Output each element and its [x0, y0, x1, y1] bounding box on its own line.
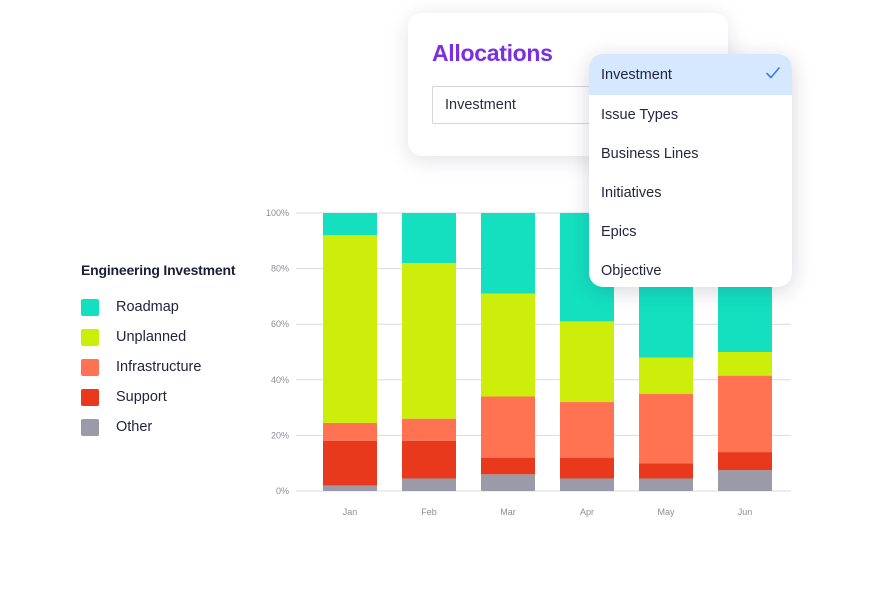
bar-segment-support-apr [560, 457, 614, 479]
legend-item-support: Support [81, 382, 271, 412]
legend-swatch [81, 388, 99, 406]
bar-segment-other-jun [718, 470, 772, 491]
legend-item-roadmap: Roadmap [81, 292, 271, 322]
legend-label: Infrastructure [116, 359, 202, 375]
bar-segment-unplanned-apr [560, 321, 614, 403]
bar-segment-unplanned-jan [323, 235, 377, 423]
bar-segment-infrastructure-feb [402, 418, 456, 441]
checkmark-icon [766, 67, 780, 79]
bar-segment-support-jun [718, 452, 772, 471]
bar-segment-infrastructure-jan [323, 422, 377, 441]
bar-segment-unplanned-may [639, 357, 693, 394]
legend-item-unplanned: Unplanned [81, 322, 271, 352]
bar-segment-unplanned-mar [481, 293, 535, 397]
bar-segment-support-feb [402, 440, 456, 479]
bar-segment-unplanned-feb [402, 263, 456, 419]
legend-label: Unplanned [116, 329, 187, 345]
x-tick-label: May [657, 507, 675, 517]
y-tick-label: 20% [271, 430, 289, 440]
dropdown-option-label: Epics [601, 223, 637, 240]
dropdown-option-epics[interactable]: Epics [589, 212, 792, 251]
bar-segment-roadmap-feb [402, 213, 456, 264]
dropdown-option-initiatives[interactable]: Initiatives [589, 173, 792, 212]
legend-item-other: Other [81, 412, 271, 442]
bar-segment-infrastructure-jun [718, 375, 772, 453]
x-tick-label: Jun [738, 507, 753, 517]
bar-segment-support-may [639, 463, 693, 479]
bar-segment-roadmap-jan [323, 213, 377, 236]
bar-segment-other-jan [323, 485, 377, 491]
bar-segment-support-mar [481, 457, 535, 475]
dropdown-option-objective[interactable]: Objective [589, 251, 792, 287]
bar-segment-infrastructure-mar [481, 396, 535, 458]
legend-label: Roadmap [116, 299, 179, 315]
dropdown-option-label: Issue Types [601, 106, 679, 123]
legend-label: Support [116, 389, 167, 405]
legend-title: Engineering Investment [81, 262, 236, 278]
dropdown-option-label: Investment [601, 66, 672, 83]
y-tick-label: 100% [266, 208, 289, 218]
dropdown-option-issue-types[interactable]: Issue Types [589, 95, 792, 134]
allocation-select-value: Investment [445, 97, 516, 113]
bar-segment-other-apr [560, 478, 614, 491]
x-tick-label: Apr [580, 507, 594, 517]
chart-legend: Engineering Investment Roadmap Unplanned I… [81, 262, 271, 442]
bar-segment-other-mar [481, 474, 535, 491]
y-tick-label: 80% [271, 264, 289, 274]
y-tick-label: 0% [276, 486, 289, 496]
bar-segment-roadmap-mar [481, 213, 535, 294]
y-tick-label: 40% [271, 375, 289, 385]
dropdown-option-label: Business Lines [601, 145, 699, 162]
allocation-dropdown-menu: Investment Issue Types Business Lines Initi… [589, 54, 792, 287]
legend-swatch [81, 358, 99, 376]
legend-label: Other [116, 419, 153, 435]
bar-segment-other-feb [402, 478, 456, 491]
legend-swatch [81, 418, 99, 436]
dropdown-option-business-lines[interactable]: Business Lines [589, 134, 792, 173]
x-tick-label: Mar [500, 507, 516, 517]
x-tick-label: Jan [343, 507, 358, 517]
allocations-title: Allocations [432, 40, 553, 66]
dropdown-option-label: Objective [601, 262, 662, 279]
dropdown-option-label: Initiatives [601, 184, 662, 201]
legend-item-infrastructure: Infrastructure [81, 352, 271, 382]
legend-swatch [81, 298, 99, 316]
bar-segment-unplanned-jun [718, 352, 772, 376]
legend-swatch [81, 328, 99, 346]
bar-segment-infrastructure-apr [560, 402, 614, 458]
x-tick-label: Feb [421, 507, 437, 517]
bar-segment-infrastructure-may [639, 393, 693, 464]
bar-segment-support-jan [323, 440, 377, 486]
y-tick-label: 60% [271, 319, 289, 329]
dropdown-option-investment[interactable]: Investment [589, 54, 792, 95]
bar-segment-other-may [639, 478, 693, 491]
